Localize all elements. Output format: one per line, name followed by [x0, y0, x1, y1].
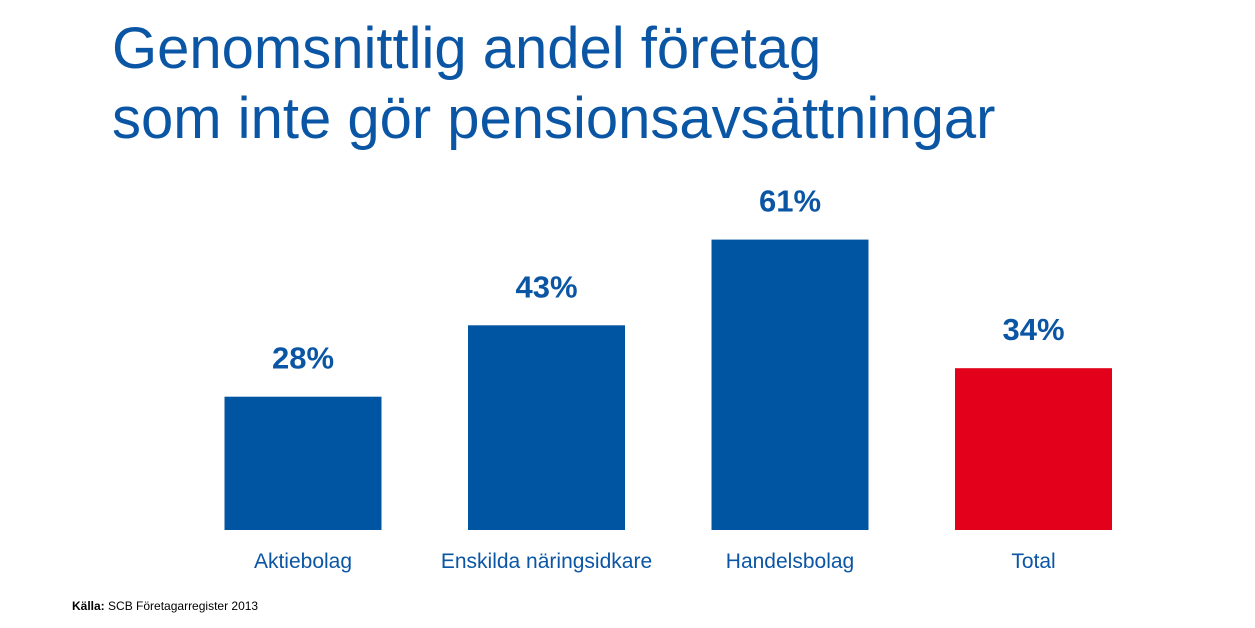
bar-aktiebolag: [224, 396, 382, 530]
category-label-group: Aktiebolag Enskilda näringsidkare Handelsb…: [254, 550, 1056, 573]
bar-group: [224, 239, 1112, 530]
source-note: Källa: SCB Företagarregister 2013: [72, 599, 258, 613]
category-label-aktiebolag: Aktiebolag: [254, 550, 352, 573]
source-text: SCB Företagarregister 2013: [108, 599, 259, 613]
chart-title: Genomsnittlig andel företag som inte gör…: [112, 14, 1232, 154]
category-label-total: Total: [1011, 550, 1055, 573]
source-label: Källa:: [72, 599, 105, 613]
category-label-handelsbolag: Handelsbolag: [726, 550, 854, 573]
value-label-total: 34%: [1002, 312, 1064, 347]
value-label-group: 28% 43% 61% 34%: [272, 184, 1065, 376]
bar-handelsbolag: [711, 239, 869, 530]
chart-title-line-1: Genomsnittlig andel företag: [112, 16, 822, 81]
chart-title-line-2: som inte gör pensionsavsättningar: [112, 86, 996, 151]
bar-enskilda-naringsidkare: [468, 325, 625, 530]
value-label-aktiebolag: 28%: [272, 341, 334, 376]
value-label-handelsbolag: 61%: [759, 184, 821, 219]
category-label-enskilda-naringsidkare: Enskilda näringsidkare: [441, 550, 652, 573]
value-label-enskilda-naringsidkare: 43%: [515, 269, 577, 304]
bar-total: [955, 368, 1112, 530]
